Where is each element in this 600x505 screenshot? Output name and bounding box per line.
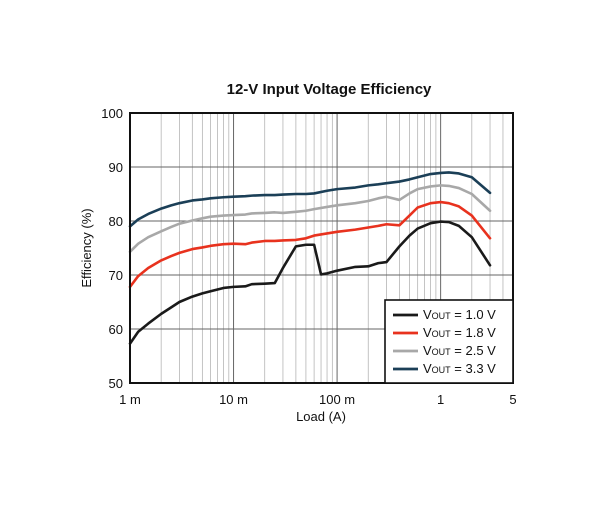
series-line-4 bbox=[128, 171, 492, 228]
y-axis-label: Efficiency (%) bbox=[79, 208, 94, 287]
x-tick-label: 1 m bbox=[119, 392, 141, 407]
plot-frame bbox=[129, 112, 514, 384]
legend-entry-label: VOUT = 1.0 V bbox=[423, 307, 496, 322]
series-line-1 bbox=[128, 220, 492, 345]
x-tick-label: 100 m bbox=[319, 392, 355, 407]
series-line-2 bbox=[128, 200, 492, 289]
x-tick-label: 1 bbox=[437, 392, 444, 407]
series-layer bbox=[128, 171, 492, 345]
series-line-3 bbox=[128, 184, 492, 254]
y-tick-label: 70 bbox=[109, 268, 123, 283]
y-tick-label: 50 bbox=[109, 376, 123, 391]
chart-title: 12-V Input Voltage Efficiency bbox=[227, 81, 432, 98]
y-tick-label: 90 bbox=[109, 160, 123, 175]
x-tick-label: 5 bbox=[509, 392, 516, 407]
legend: VOUT = 1.0 V VOUT = 1.8 V VOUT = 2.5 V VOUT… bbox=[384, 299, 514, 384]
y-tick-label: 100 bbox=[101, 106, 123, 121]
legend-entry-label: VOUT = 3.3 V bbox=[423, 361, 496, 376]
y-tick-label: 60 bbox=[109, 322, 123, 337]
y-tick-label: 80 bbox=[109, 214, 123, 229]
y-tick-labels: 50 60 70 80 90 100 bbox=[101, 106, 123, 391]
legend-entry-label: VOUT = 2.5 V bbox=[423, 343, 496, 358]
legend-entry-label: VOUT = 1.8 V bbox=[423, 325, 496, 340]
x-tick-labels: 1 m 10 m 100 m 1 5 bbox=[119, 392, 516, 407]
x-axis-label: Load (A) bbox=[296, 409, 346, 424]
x-tick-label: 10 m bbox=[219, 392, 248, 407]
